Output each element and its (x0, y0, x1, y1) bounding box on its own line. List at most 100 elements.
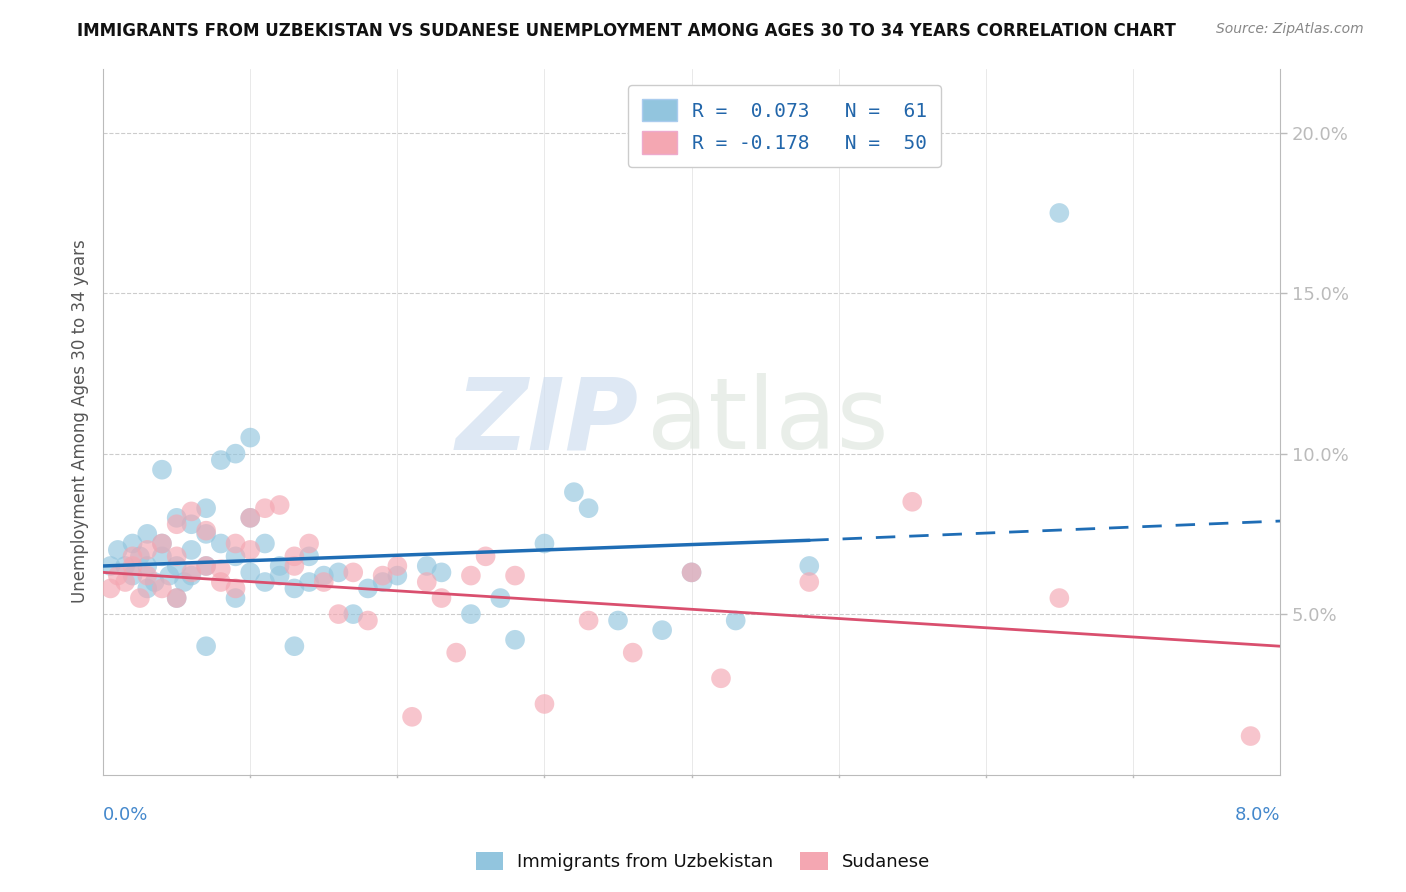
Point (180, 566, 202, 580)
Point (533, 697, 555, 711)
Point (283, 558, 305, 573)
Point (150, 549, 173, 564)
Point (298, 536, 321, 550)
Point (621, 646, 644, 660)
Point (239, 543, 262, 558)
Point (166, 558, 188, 573)
Point (180, 504, 202, 518)
Point (136, 527, 159, 541)
Point (173, 574, 195, 589)
Point (312, 574, 335, 589)
Point (180, 568, 202, 582)
Point (150, 463, 173, 477)
Point (1047, 206, 1070, 220)
Point (578, 501, 600, 516)
Y-axis label: Unemployment Among Ages 30 to 34 years: Unemployment Among Ages 30 to 34 years (72, 240, 89, 603)
Point (195, 524, 218, 538)
Point (1239, 729, 1261, 743)
Text: IMMIGRANTS FROM UZBEKISTAN VS SUDANESE UNEMPLOYMENT AMONG AGES 30 TO 34 YEARS CO: IMMIGRANTS FROM UZBEKISTAN VS SUDANESE U… (77, 22, 1177, 40)
Point (460, 568, 482, 582)
Point (430, 566, 453, 580)
Point (342, 607, 364, 621)
Point (225, 536, 247, 550)
Point (209, 453, 232, 467)
Point (107, 543, 129, 558)
Point (312, 568, 335, 582)
Point (298, 574, 321, 589)
Point (150, 582, 173, 596)
Point (503, 632, 526, 647)
Point (209, 562, 232, 576)
Point (342, 566, 364, 580)
Point (157, 568, 180, 582)
Point (357, 582, 380, 596)
Point (799, 574, 821, 589)
Point (166, 591, 188, 605)
Point (180, 543, 202, 558)
Point (114, 558, 136, 573)
Text: Source: ZipAtlas.com: Source: ZipAtlas.com (1216, 22, 1364, 37)
Point (136, 558, 159, 573)
Point (651, 623, 673, 637)
Point (253, 536, 276, 550)
Point (578, 614, 600, 628)
Point (401, 710, 423, 724)
Point (166, 511, 188, 525)
Point (371, 574, 394, 589)
Point (121, 558, 143, 573)
Point (387, 568, 409, 582)
Point (129, 549, 152, 564)
Text: atlas: atlas (647, 373, 889, 470)
Point (283, 549, 305, 564)
Point (269, 568, 291, 582)
Point (166, 517, 188, 532)
Point (225, 549, 247, 564)
Point (562, 485, 585, 500)
Point (114, 574, 136, 589)
Point (503, 568, 526, 582)
Point (533, 536, 555, 550)
Point (136, 568, 159, 582)
Point (799, 558, 821, 573)
Point (166, 591, 188, 605)
Point (107, 568, 129, 582)
Point (195, 639, 218, 653)
Text: 8.0%: 8.0% (1234, 806, 1279, 824)
Point (444, 646, 467, 660)
Point (195, 558, 218, 573)
Point (387, 558, 409, 573)
Text: ZIP: ZIP (456, 373, 638, 470)
Point (430, 591, 453, 605)
Point (489, 591, 512, 605)
Point (298, 549, 321, 564)
Legend: R =  0.073   N =  61, R = -0.178   N =  50: R = 0.073 N = 61, R = -0.178 N = 50 (628, 86, 941, 167)
Point (239, 566, 262, 580)
Point (901, 495, 924, 509)
Point (195, 501, 218, 516)
Point (724, 614, 747, 628)
Point (328, 566, 350, 580)
Point (239, 511, 262, 525)
Point (121, 568, 143, 582)
Point (136, 582, 159, 596)
Point (121, 549, 143, 564)
Point (1047, 591, 1070, 605)
Point (607, 614, 630, 628)
Text: 0.0%: 0.0% (103, 806, 149, 824)
Point (239, 431, 262, 445)
Point (357, 614, 380, 628)
Point (225, 582, 247, 596)
Point (143, 574, 166, 589)
Point (239, 511, 262, 525)
Point (681, 566, 703, 580)
Point (225, 591, 247, 605)
Point (195, 527, 218, 541)
Point (209, 536, 232, 550)
Point (710, 671, 733, 685)
Legend: Immigrants from Uzbekistan, Sudanese: Immigrants from Uzbekistan, Sudanese (468, 845, 938, 879)
Point (269, 558, 291, 573)
Point (460, 607, 482, 621)
Point (416, 574, 439, 589)
Point (150, 536, 173, 550)
Point (681, 566, 703, 580)
